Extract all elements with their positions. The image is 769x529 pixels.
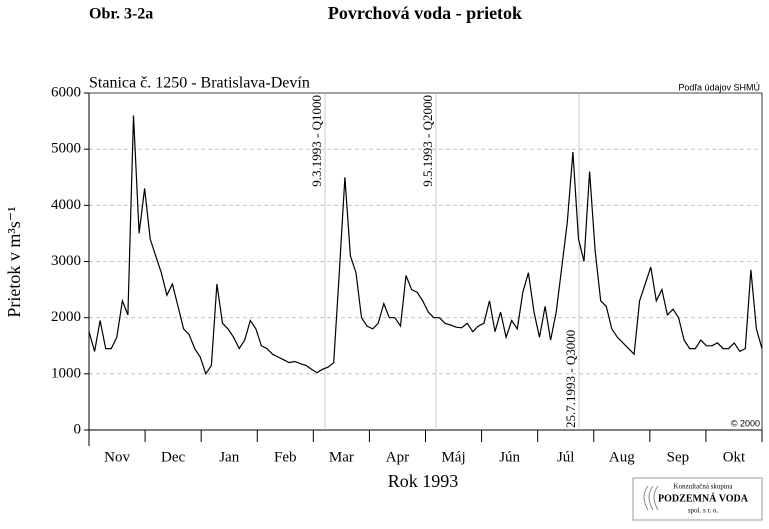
annotation: 25.7.1993 - Q3000 — [563, 330, 578, 428]
x-tick-label: Feb — [274, 449, 297, 465]
logo-line: Konzultačná skupina — [674, 483, 734, 491]
x-tick-label: Okt — [723, 449, 746, 465]
annotation: 9.3.1993 - Q1000 — [309, 95, 324, 187]
x-axis-title: Rok 1993 — [388, 471, 459, 491]
logo-line: spol. s r. o. — [688, 507, 719, 515]
x-tick-label: Jún — [499, 449, 520, 465]
x-tick-label: Apr — [386, 449, 409, 465]
x-tick-label: Nov — [104, 449, 130, 465]
flow-line — [88, 115, 763, 376]
source-note: Podľa údajov SHMÚ — [678, 82, 760, 92]
station-label: Stanica č. 1250 - Bratislava-Devín — [89, 75, 310, 92]
x-tick-label: Máj — [441, 449, 465, 465]
chart-title: Povrchová voda - prietok — [328, 3, 522, 23]
y-tick-label: 4000 — [51, 197, 81, 213]
annotation: 9.5.1993 - Q2000 — [420, 95, 435, 187]
x-tick-label: Sep — [667, 449, 690, 465]
x-tick-label: Jan — [219, 449, 239, 465]
figure-label: Obr. 3-2a — [89, 6, 153, 23]
y-tick-label: 6000 — [51, 84, 81, 100]
logo-mark — [643, 485, 659, 511]
y-tick-label: 1000 — [51, 365, 81, 381]
logo-line: PODZEMNÁ VODA — [658, 492, 749, 504]
y-tick-label: 5000 — [51, 141, 81, 157]
x-tick-label: Aug — [609, 449, 635, 465]
x-tick-label: Júl — [557, 449, 575, 465]
copyright: © 2000 — [731, 418, 760, 428]
x-tick-label: Mar — [329, 449, 354, 465]
x-tick-label: Dec — [161, 449, 185, 465]
y-axis-title: Prietok v m³s⁻¹ — [4, 206, 24, 317]
y-tick-label: 0 — [74, 421, 82, 437]
y-tick-label: 3000 — [51, 253, 81, 269]
y-tick-label: 2000 — [51, 309, 81, 325]
